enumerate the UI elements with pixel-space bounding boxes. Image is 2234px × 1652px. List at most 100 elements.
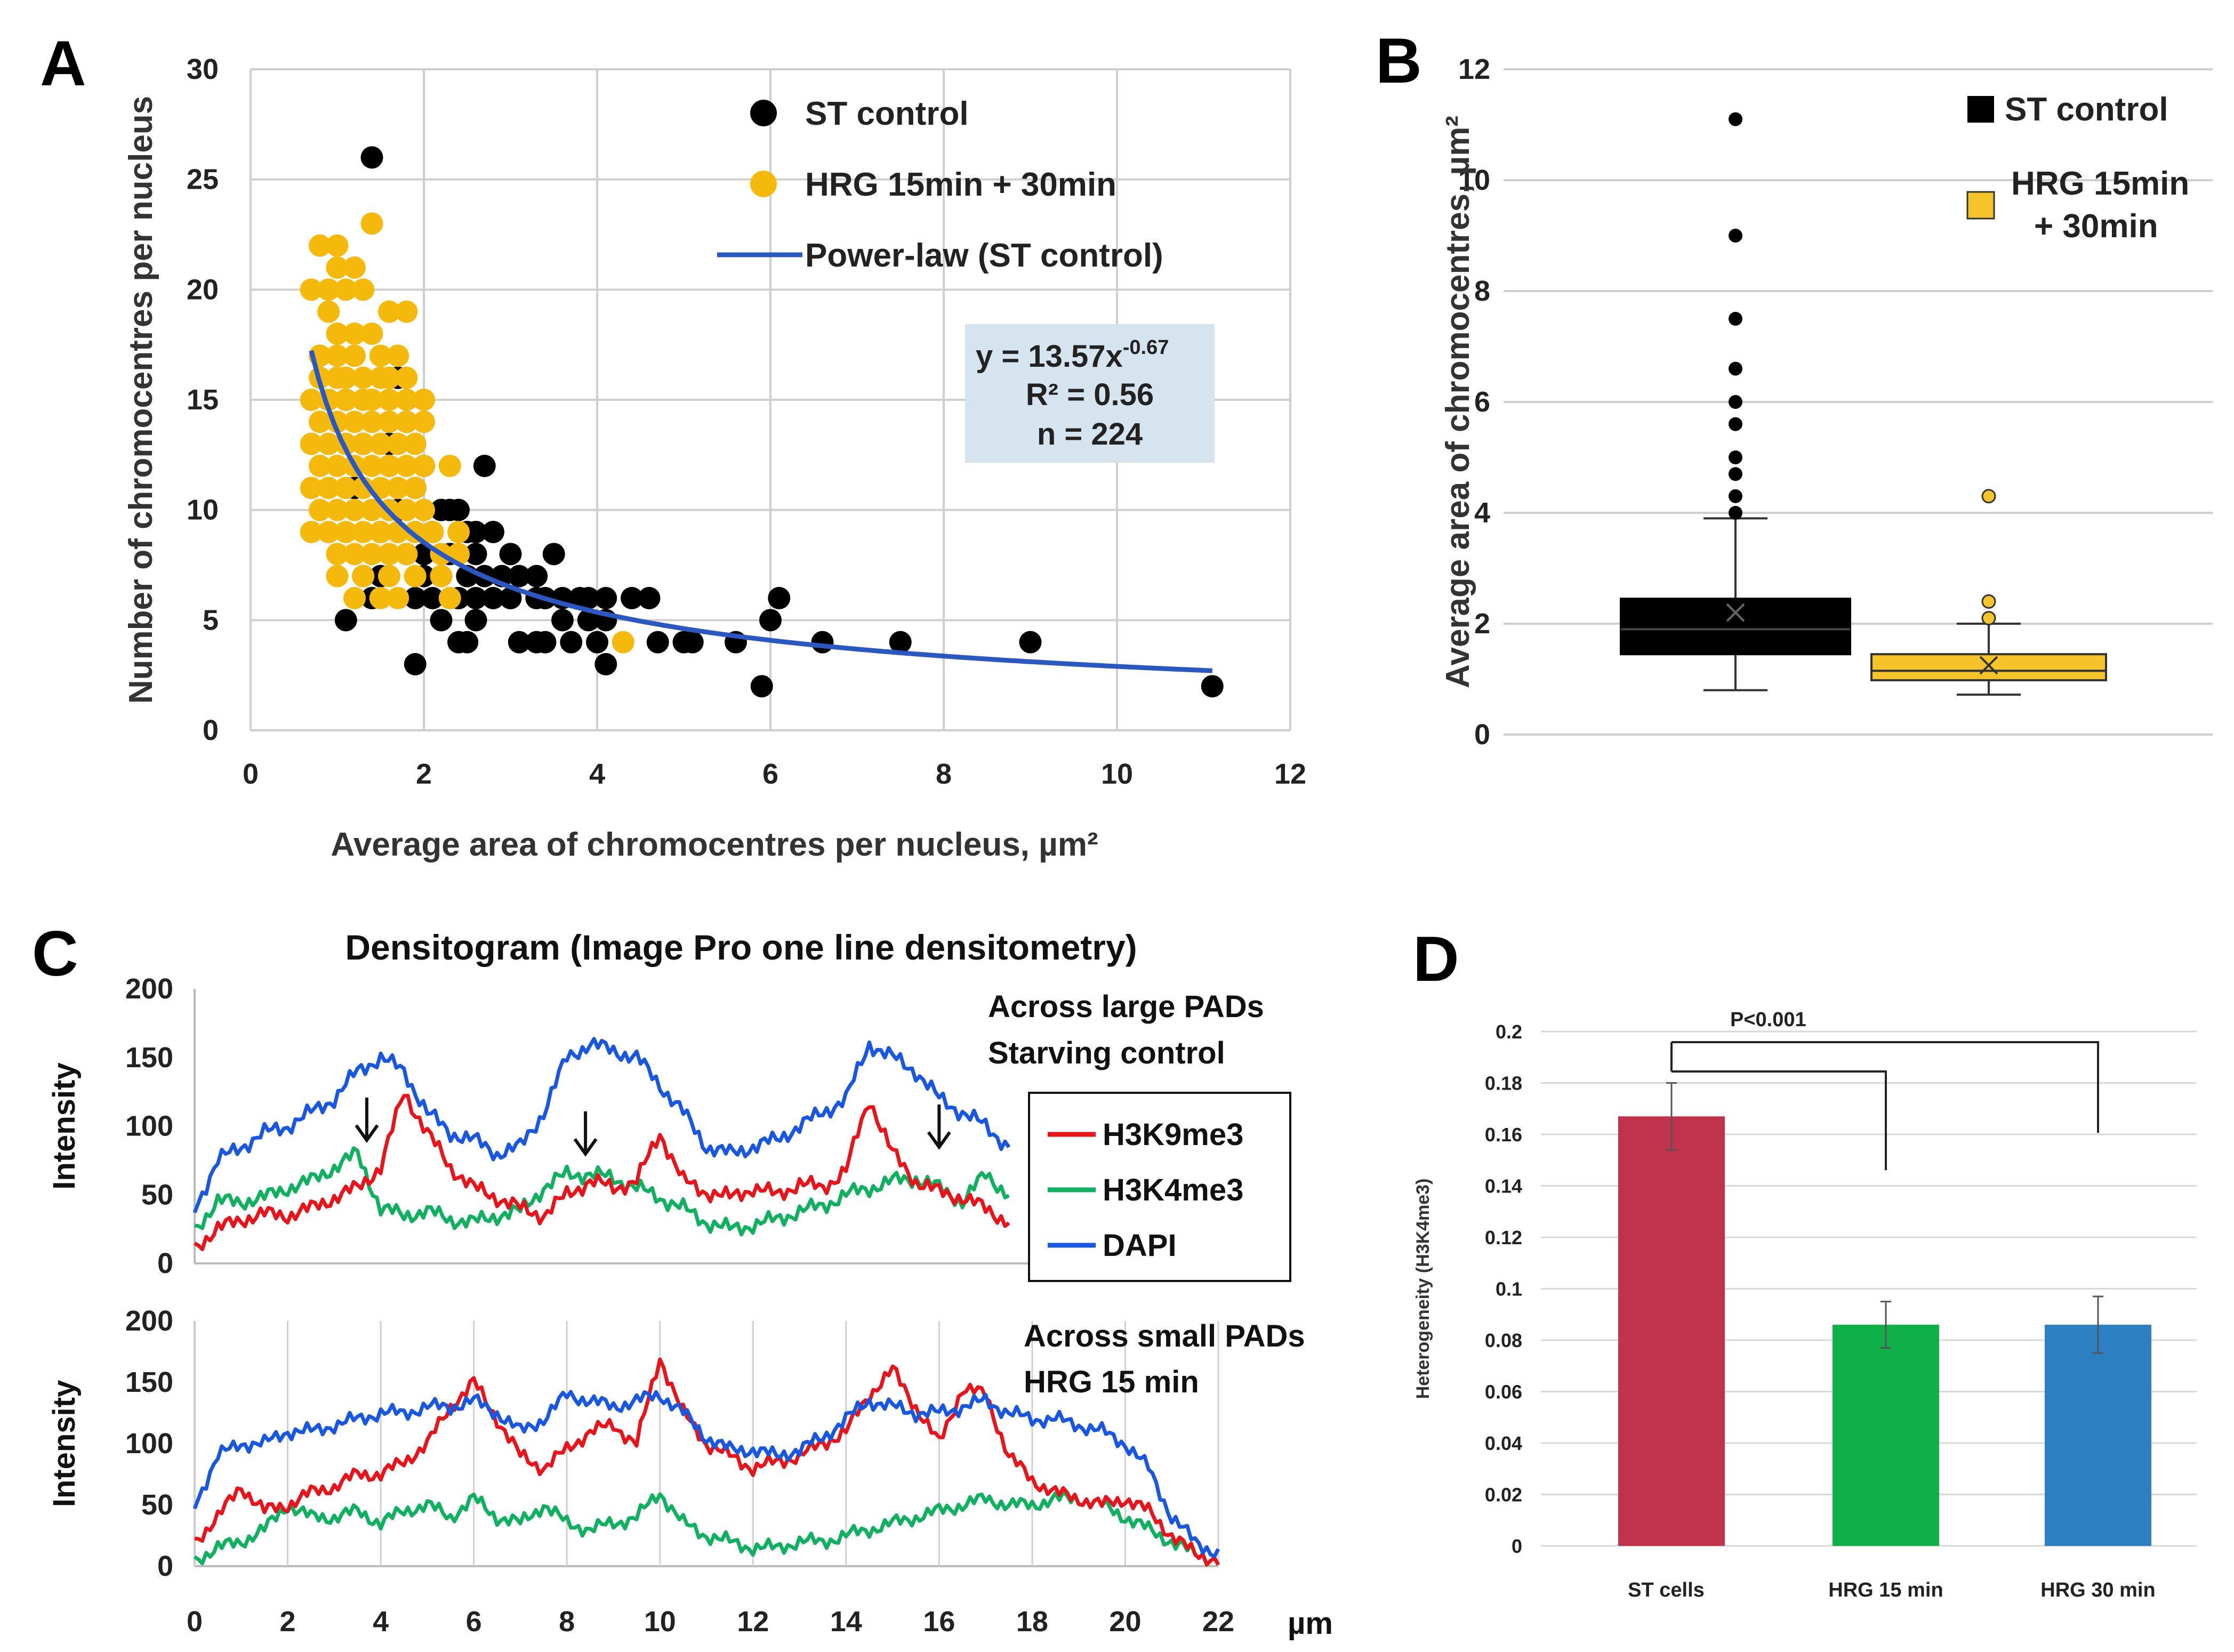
point-st-control bbox=[456, 631, 479, 654]
y-tick-label: 12 bbox=[1458, 53, 1490, 85]
point-hrg bbox=[309, 455, 331, 477]
y-tick-label: 0.14 bbox=[1485, 1175, 1522, 1197]
point-st-control bbox=[464, 543, 487, 566]
point-hrg bbox=[343, 256, 366, 279]
panel-a-label: A bbox=[40, 28, 86, 99]
point-st-control bbox=[464, 587, 487, 609]
x-tick-label: 0 bbox=[187, 1606, 203, 1638]
point-hrg bbox=[352, 565, 375, 587]
point-hrg bbox=[317, 521, 340, 543]
legend-power-law: Power-law (ST control) bbox=[805, 237, 1163, 274]
legend-marker-hrg-b bbox=[1966, 191, 1995, 220]
legend-marker-hrg bbox=[750, 171, 777, 197]
y-tick-label: 0.16 bbox=[1485, 1124, 1522, 1146]
x-tick-label: 6 bbox=[762, 758, 778, 790]
x-tick-label: 10 bbox=[644, 1606, 676, 1638]
y-tick-label: 30 bbox=[187, 53, 219, 85]
annotation-arrow bbox=[355, 1098, 379, 1143]
point-st-control bbox=[360, 146, 383, 169]
point-hrg bbox=[404, 477, 427, 499]
panel-d-significance: P<0.001 bbox=[1670, 1009, 2099, 1170]
significance-bracket-15 bbox=[1672, 1070, 1887, 1170]
panel-a-x-axis-title: Average area of chromocentres per nucleu… bbox=[331, 826, 1098, 863]
significance-bracket-30 bbox=[1672, 1041, 2099, 1133]
point-st-control bbox=[646, 631, 669, 654]
panel-d-y-ticks: 0 0.02 0.04 0.06 0.08 0.1 0.12 0.14 0.16 0.18 0.2 bbox=[1485, 1021, 1522, 1557]
point-st-control bbox=[811, 631, 834, 654]
point-hrg bbox=[343, 543, 366, 566]
point-st-control bbox=[577, 587, 600, 609]
bar-1 bbox=[1618, 1116, 1725, 1546]
point-hrg bbox=[352, 278, 375, 301]
legend-h3k4me3: H3K4me3 bbox=[1103, 1173, 1243, 1207]
point-hrg bbox=[352, 477, 375, 499]
point-st-control bbox=[499, 543, 522, 566]
point-st-control bbox=[404, 653, 427, 675]
y-tick-label: 0 bbox=[157, 1550, 173, 1582]
panel-c-label: C bbox=[32, 918, 78, 989]
panel-a: A 0 5 10 15 20 25 30 0 2 4 6 8 10 12 Number of chrom… bbox=[40, 28, 1306, 863]
point-st-control bbox=[508, 631, 531, 654]
box-outlier bbox=[1981, 611, 1996, 626]
panel-a-x-ticks: 0 2 4 6 8 10 12 bbox=[243, 758, 1306, 790]
point-hrg bbox=[343, 587, 366, 609]
point-hrg bbox=[326, 498, 349, 521]
legend-marker-st-control bbox=[750, 100, 777, 126]
point-st-control bbox=[1201, 675, 1224, 698]
panel-b-y-ticks: 0 2 4 6 8 10 12 bbox=[1458, 53, 1490, 751]
panel-c: C Densitogram (Image Pro one line densit… bbox=[32, 918, 1333, 1641]
fit-equation: y = 13.57x-0.67 bbox=[976, 336, 1169, 374]
point-hrg bbox=[317, 432, 340, 455]
point-hrg bbox=[360, 212, 383, 235]
x-tick-label: 22 bbox=[1202, 1606, 1234, 1638]
y-tick-label: 0.12 bbox=[1485, 1227, 1522, 1248]
point-hrg bbox=[343, 344, 366, 367]
y-tick-label: 0.06 bbox=[1485, 1381, 1522, 1403]
point-hrg bbox=[378, 389, 400, 411]
x-tick-label: 4 bbox=[589, 758, 605, 790]
point-st-control bbox=[482, 521, 504, 543]
panel-b-boxes bbox=[1620, 112, 2107, 696]
box-outlier bbox=[1981, 594, 1996, 609]
point-hrg bbox=[369, 344, 392, 367]
point-hrg bbox=[395, 410, 418, 433]
box-outlier bbox=[1729, 467, 1742, 481]
panel-c-bottom-annotation-2: HRG 15 min bbox=[1024, 1365, 1199, 1399]
point-hrg bbox=[309, 498, 331, 521]
series-line-h3k4me3 bbox=[194, 1490, 1220, 1567]
panel-c-top-annotation-2: Starving control bbox=[988, 1036, 1225, 1070]
box-outlier bbox=[1729, 361, 1742, 376]
x-tick-label: 6 bbox=[466, 1606, 482, 1638]
series-line-h3k4me3 bbox=[194, 1146, 1010, 1237]
y-tick-label: 200 bbox=[125, 1305, 173, 1337]
point-hrg bbox=[326, 256, 349, 279]
y-tick-label: 0.1 bbox=[1496, 1278, 1522, 1300]
x-tick-label: 4 bbox=[373, 1606, 389, 1638]
panel-c-bottom-plot: 0 50 100 150 200 Intensity bbox=[47, 1305, 1220, 1582]
point-hrg bbox=[360, 323, 383, 345]
y-tick-label: 150 bbox=[125, 1042, 173, 1074]
y-tick-label: 4 bbox=[1474, 497, 1490, 529]
legend-hrg: HRG 15min + 30min bbox=[805, 166, 1116, 203]
y-tick-label: 200 bbox=[125, 973, 173, 1005]
point-hrg bbox=[369, 587, 392, 609]
box-body bbox=[1620, 598, 1851, 656]
legend-hrg-b-line2: + 30min bbox=[2034, 208, 2158, 245]
y-tick-label: 0 bbox=[1512, 1535, 1522, 1557]
y-tick-label: 10 bbox=[1458, 164, 1490, 196]
panel-c-top-annotation-1: Across large PADs bbox=[988, 989, 1264, 1024]
error-bar bbox=[1666, 1082, 1677, 1151]
panel-d: D 0 0.02 0.04 0.06 0.08 0.1 0.12 0.14 0.16 0.18 0.… bbox=[1413, 923, 2197, 1601]
x-category-label: ST cells bbox=[1628, 1579, 1705, 1601]
panel-c-x-ticks: 0 2 4 6 8 10 12 14 16 18 20 22 bbox=[187, 1606, 1234, 1638]
fit-n: n = 224 bbox=[1037, 417, 1143, 452]
y-tick-label: 100 bbox=[125, 1428, 173, 1460]
annotation-arrow bbox=[927, 1104, 951, 1150]
y-tick-label: 150 bbox=[125, 1366, 173, 1398]
point-st-control bbox=[594, 653, 617, 675]
point-hrg bbox=[352, 366, 375, 389]
point-hrg bbox=[317, 300, 340, 323]
legend-st-control-b: ST control bbox=[2005, 91, 2168, 128]
point-hrg bbox=[317, 278, 340, 301]
point-hrg bbox=[334, 278, 357, 301]
